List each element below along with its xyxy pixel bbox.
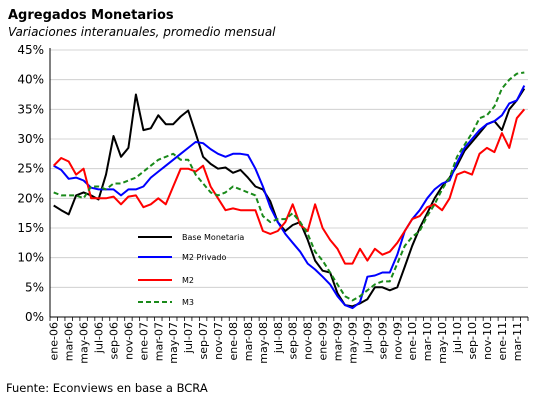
x-tick-label: sep-08 bbox=[287, 322, 300, 359]
chart-title: Agregados Monetarios bbox=[8, 8, 174, 23]
y-tick-label: 30% bbox=[17, 132, 44, 146]
x-tick-label: ene-09 bbox=[317, 322, 330, 360]
y-tick-label: 5% bbox=[25, 280, 44, 294]
x-tick-label: nov-09 bbox=[391, 322, 404, 360]
x-tick-label: sep-10 bbox=[466, 322, 479, 359]
x-tick-label: ene-10 bbox=[406, 322, 419, 360]
x-tick-label: mar-11 bbox=[511, 322, 524, 361]
x-tick-label: jul-06 bbox=[93, 322, 106, 354]
x-tick-label: nov-07 bbox=[212, 322, 225, 360]
x-tick-label: may-06 bbox=[78, 322, 91, 364]
x-axis-ticks: ene-06 mar-06 may-06 jul-06 sep-06 nov-06 ene-… bbox=[48, 317, 529, 364]
series-line-m2 bbox=[52, 108, 526, 265]
x-tick-label: nov-10 bbox=[481, 322, 494, 360]
source-note: Fuente: Econviews en base a BCRA bbox=[6, 381, 208, 395]
x-tick-label: nov-08 bbox=[302, 322, 315, 360]
axes bbox=[49, 48, 528, 318]
x-tick-label: may-10 bbox=[436, 322, 449, 364]
y-tick-label: 35% bbox=[17, 102, 44, 116]
legend: Base Monetaria M2 Privado M2 M3 bbox=[138, 233, 244, 307]
y-tick-label: 20% bbox=[17, 191, 44, 205]
x-tick-label: may-09 bbox=[346, 322, 359, 364]
series-lines bbox=[52, 71, 526, 310]
x-tick-label: may-07 bbox=[167, 322, 180, 364]
x-tick-label: may-08 bbox=[257, 322, 270, 364]
legend-label: M3 bbox=[182, 298, 194, 307]
series-line-m2-privado bbox=[53, 85, 526, 310]
y-tick-label: 0% bbox=[25, 310, 44, 324]
legend-label: Base Monetaria bbox=[182, 233, 244, 242]
x-tick-label: sep-09 bbox=[376, 322, 389, 359]
series-line-base-monetaria bbox=[53, 88, 526, 308]
x-tick-label: nov-06 bbox=[122, 322, 135, 360]
legend-label: M2 bbox=[182, 276, 194, 285]
x-tick-label: ene-07 bbox=[137, 322, 150, 360]
x-tick-label: sep-07 bbox=[197, 322, 210, 359]
x-tick-label: mar-09 bbox=[332, 322, 345, 361]
series-line-m3 bbox=[53, 71, 525, 302]
x-tick-label: mar-10 bbox=[421, 322, 434, 361]
x-tick-label: sep-06 bbox=[107, 322, 120, 359]
chart-subtitle: Variaciones interanuales, promedio mensu… bbox=[8, 25, 276, 39]
y-tick-label: 10% bbox=[17, 251, 44, 265]
x-tick-label: mar-08 bbox=[242, 322, 255, 361]
x-tick-label: ene-08 bbox=[227, 322, 240, 360]
x-tick-label: mar-06 bbox=[63, 322, 76, 361]
y-tick-label: 25% bbox=[17, 162, 44, 176]
y-tick-label: 45% bbox=[17, 43, 44, 57]
x-tick-label: ene-06 bbox=[48, 322, 61, 360]
y-tick-label: 15% bbox=[17, 221, 44, 235]
y-axis-ticks: 0% 5% 10% 15% 20% 25% 30% 35% 40% 45% bbox=[17, 43, 44, 324]
x-tick-label: jul-10 bbox=[451, 322, 464, 354]
x-tick-label: jul-07 bbox=[182, 322, 195, 354]
y-tick-label: 40% bbox=[17, 73, 44, 87]
x-tick-label: jul-09 bbox=[361, 322, 374, 354]
legend-label: M2 Privado bbox=[182, 253, 226, 262]
x-tick-label: jul-08 bbox=[272, 322, 285, 354]
x-tick-label: mar-07 bbox=[152, 322, 165, 361]
x-tick-label: ene-11 bbox=[496, 322, 509, 360]
